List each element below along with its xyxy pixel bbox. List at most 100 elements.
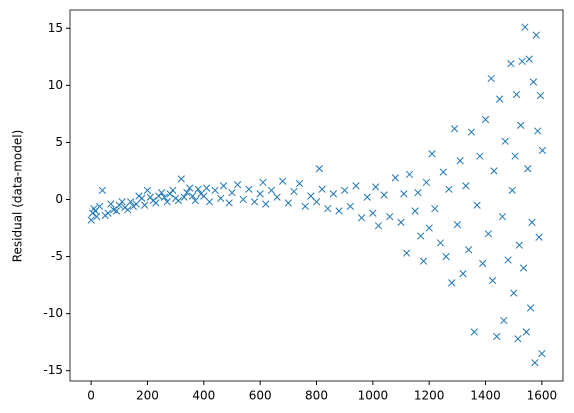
scatter-point: [436, 239, 445, 247]
scatter-point: [357, 214, 366, 222]
scatter-point: [87, 216, 95, 224]
scatter-point: [517, 121, 525, 129]
y-axis-label: Residual (data-model): [11, 130, 25, 263]
scatter-point: [442, 252, 450, 261]
scatter-point: [464, 246, 473, 254]
scatter-point: [352, 182, 360, 190]
scatter-point: [495, 95, 504, 103]
scatter-point: [262, 200, 270, 208]
scatter-point: [514, 335, 522, 343]
scatter-point: [239, 195, 247, 204]
scatter-point: [419, 257, 428, 265]
scatter-point: [470, 328, 478, 336]
x-tick-label: 1200: [414, 389, 445, 403]
scatter-point: [233, 181, 242, 189]
scatter-point: [211, 186, 219, 195]
scatter-point: [490, 167, 498, 175]
scatter-point: [160, 193, 169, 201]
scatter-point: [445, 185, 453, 193]
scatter-point: [538, 146, 547, 155]
scatter-point: [132, 200, 140, 208]
scatter-point: [205, 198, 214, 206]
y-tick-label: 10: [48, 78, 63, 92]
x-tick-label: 800: [305, 389, 328, 403]
scatter-point: [346, 202, 354, 210]
scatter-point: [363, 193, 371, 201]
x-tick-label: 0: [87, 389, 95, 403]
scatter-point: [508, 186, 516, 195]
scatter-point: [536, 91, 545, 100]
scatter-point: [369, 209, 377, 217]
scatter-point: [217, 194, 225, 203]
scatter-point: [250, 198, 259, 206]
scatter-point: [479, 259, 487, 268]
scatter-point: [453, 220, 462, 229]
scatter-point: [524, 165, 532, 173]
scatter-point: [526, 304, 535, 312]
scatter-point: [521, 23, 529, 31]
scatter-point: [467, 128, 476, 136]
scatter-point: [93, 212, 101, 221]
scatter-point: [493, 332, 501, 341]
scatter-point: [143, 186, 152, 195]
scatter-point: [510, 289, 518, 297]
x-tick-label: 400: [192, 389, 215, 403]
scatter-point: [422, 178, 431, 187]
scatter-point: [405, 170, 414, 179]
scatter-point: [157, 188, 166, 197]
scatter-point: [186, 184, 194, 192]
scatter-point: [498, 212, 507, 221]
plot-frame: [69, 9, 564, 382]
scatter-point: [98, 186, 107, 195]
scatter-point: [124, 206, 132, 214]
scatter-point: [273, 193, 281, 201]
scatter-point: [518, 57, 526, 66]
scatter-point: [535, 233, 543, 241]
scatter-point: [439, 168, 447, 176]
scatter-point: [335, 207, 343, 215]
scatter-point: [386, 212, 394, 221]
scatter-point: [512, 90, 521, 99]
scatter-point: [295, 179, 304, 188]
scatter-point: [488, 276, 497, 285]
scatter-point: [374, 222, 383, 230]
scatter-point: [126, 198, 135, 206]
x-tick-label: 1400: [470, 389, 501, 403]
y-tick-label: -15: [43, 363, 63, 377]
scatter-point: [225, 199, 233, 207]
scatter-point: [312, 198, 321, 206]
x-tick-label: 600: [249, 389, 272, 403]
scatter-point: [372, 183, 380, 191]
scatter-point: [500, 316, 508, 325]
scatter-point: [456, 157, 464, 165]
scatter-point: [307, 192, 315, 200]
scatter-point: [174, 196, 183, 205]
scatter-point: [112, 207, 121, 215]
scatter-point: [473, 201, 481, 209]
scatter-point: [202, 184, 211, 192]
scatter-point: [515, 241, 523, 249]
scatter-point: [118, 198, 126, 206]
scatter-point: [256, 190, 264, 198]
scatter-point: [481, 115, 490, 124]
scatter-point: [511, 152, 519, 160]
scatter-point: [228, 188, 236, 197]
scatter-point: [183, 188, 191, 197]
scatter-point: [90, 204, 98, 213]
scatter-point: [484, 230, 492, 238]
y-tick-label: -5: [51, 249, 63, 263]
scatter-point: [450, 125, 459, 133]
scatter-point: [290, 187, 298, 196]
scatter-point: [177, 175, 185, 183]
scatter-point: [501, 137, 509, 145]
scatter-point: [532, 31, 540, 39]
scatter-point: [180, 193, 188, 201]
scatter-point: [487, 74, 495, 83]
scatter-point: [417, 232, 425, 240]
x-tick-label: 1600: [527, 389, 558, 403]
scatter-point: [414, 188, 422, 197]
scatter-point: [462, 182, 470, 190]
scatter-point: [279, 177, 287, 185]
y-tick-label: -10: [43, 306, 63, 320]
